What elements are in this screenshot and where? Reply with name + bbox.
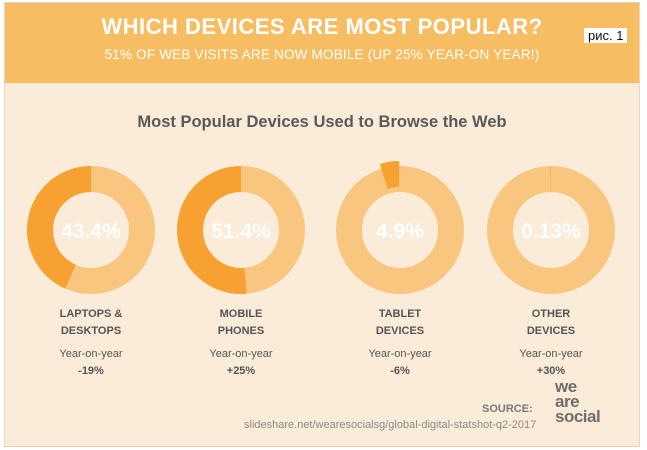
device-label: LAPTOPS & DESKTOPS Year-on-year -19% — [16, 306, 166, 380]
yoy-change: -19% — [78, 365, 104, 377]
donut-4: 0.13% — [487, 166, 615, 294]
device-label: TABLET DEVICES Year-on-year -6% — [325, 306, 475, 380]
source-label: SOURCE: — [482, 403, 533, 415]
donut-1: 43.4% — [27, 166, 155, 294]
device-name: OTHER — [531, 308, 571, 320]
device-name: TABLET — [378, 308, 422, 320]
yoy-label: Year-on-year — [59, 348, 123, 360]
device-name: LAPTOPS & — [59, 308, 123, 320]
we-are-social-logo: we are social — [555, 377, 601, 426]
device-name: MOBILE — [219, 308, 263, 320]
donut-value-label: 4.9% — [376, 220, 424, 243]
figure-caption: рис. 1 — [584, 28, 628, 43]
yoy-label: Year-on-year — [209, 348, 273, 360]
logo-line: social — [555, 407, 601, 426]
donut-ring — [336, 166, 464, 294]
yoy-change: -6% — [390, 365, 410, 377]
device-name: DESKTOPS — [60, 325, 122, 337]
logo-line: we — [555, 377, 577, 396]
donut-value-label: 51.4% — [211, 220, 271, 243]
page-subtitle: 51% OF WEB VISITS ARE NOW MOBILE (UP 25%… — [104, 47, 540, 62]
logo-line: are — [555, 392, 580, 411]
page-title: WHICH DEVICES ARE MOST POPULAR? — [101, 14, 543, 39]
yoy-change: +30% — [536, 365, 566, 377]
donut-slice — [379, 161, 400, 189]
donut-slice — [27, 166, 91, 289]
source-url: slideshare.net/wearesocialsg/global-digi… — [244, 419, 537, 431]
device-label: MOBILE PHONES Year-on-year +25% — [166, 306, 316, 380]
device-name: DEVICES — [375, 325, 425, 337]
yoy-label: Year-on-year — [519, 348, 583, 360]
donut-slice — [177, 166, 247, 294]
device-label: OTHER DEVICES Year-on-year +30% — [476, 306, 626, 380]
yoy-change: +25% — [226, 365, 256, 377]
donut-value-label: 43.4% — [61, 220, 121, 243]
donut-2: 51.4% — [177, 166, 305, 294]
donut-slice — [550, 166, 551, 193]
donut-3: 4.9% — [336, 161, 464, 294]
donut-value-label: 0.13% — [521, 220, 581, 243]
device-name: DEVICES — [526, 325, 576, 337]
device-name: PHONES — [217, 325, 265, 337]
chart-title: Most Popular Devices Used to Browse the … — [137, 113, 507, 131]
header-banner: WHICH DEVICES ARE MOST POPULAR? 51% OF W… — [5, 3, 639, 83]
yoy-label: Year-on-year — [368, 348, 432, 360]
